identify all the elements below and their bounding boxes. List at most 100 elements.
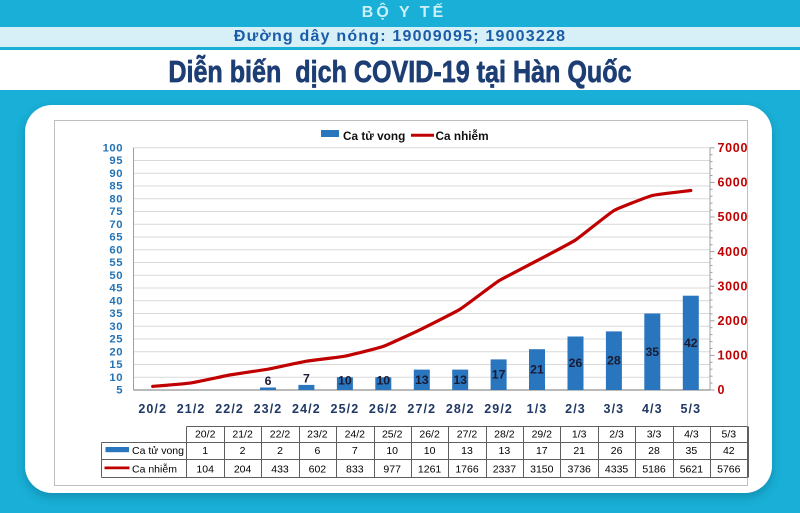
svg-text:5000: 5000 xyxy=(718,210,749,224)
svg-text:100: 100 xyxy=(103,142,123,154)
svg-text:50: 50 xyxy=(109,270,123,282)
svg-text:5/3: 5/3 xyxy=(721,429,736,441)
svg-text:4335: 4335 xyxy=(605,463,629,475)
svg-text:85: 85 xyxy=(109,181,123,193)
svg-text:1000: 1000 xyxy=(718,349,749,363)
svg-text:28/2: 28/2 xyxy=(446,402,475,416)
svg-text:602: 602 xyxy=(309,463,327,475)
svg-text:2/3: 2/3 xyxy=(609,429,624,441)
svg-text:977: 977 xyxy=(383,463,401,475)
svg-text:3150: 3150 xyxy=(530,463,554,475)
svg-text:1: 1 xyxy=(202,445,208,457)
svg-text:10: 10 xyxy=(338,373,352,387)
svg-text:17: 17 xyxy=(536,445,548,457)
svg-text:25: 25 xyxy=(109,334,123,346)
svg-text:7: 7 xyxy=(303,371,310,385)
svg-text:22/2: 22/2 xyxy=(270,429,291,441)
svg-text:7000: 7000 xyxy=(718,141,749,155)
svg-text:90: 90 xyxy=(109,168,123,180)
svg-text:24/2: 24/2 xyxy=(345,429,366,441)
svg-text:27/2: 27/2 xyxy=(407,402,436,416)
svg-text:60: 60 xyxy=(109,244,123,256)
svg-text:26/2: 26/2 xyxy=(369,402,398,416)
svg-text:Ca nhiễm: Ca nhiễm xyxy=(436,129,489,143)
svg-text:13: 13 xyxy=(499,445,511,457)
svg-text:4/3: 4/3 xyxy=(642,402,663,416)
svg-text:Ca tử vong: Ca tử vong xyxy=(343,129,405,143)
svg-text:21/2: 21/2 xyxy=(177,402,206,416)
svg-text:28/2: 28/2 xyxy=(494,429,515,441)
svg-text:204: 204 xyxy=(234,463,252,475)
svg-text:13: 13 xyxy=(453,373,467,387)
svg-text:3/3: 3/3 xyxy=(604,402,625,416)
svg-text:10: 10 xyxy=(109,372,123,384)
svg-text:26: 26 xyxy=(611,445,623,457)
svg-text:104: 104 xyxy=(196,463,214,475)
svg-text:3000: 3000 xyxy=(718,279,749,293)
svg-text:20: 20 xyxy=(109,346,123,358)
svg-text:80: 80 xyxy=(109,193,123,205)
svg-text:17: 17 xyxy=(492,368,506,382)
svg-text:65: 65 xyxy=(109,232,123,244)
svg-text:0: 0 xyxy=(718,383,726,397)
svg-text:20/2: 20/2 xyxy=(138,402,167,416)
svg-text:10: 10 xyxy=(424,445,436,457)
svg-text:21: 21 xyxy=(530,363,544,377)
svg-text:23/2: 23/2 xyxy=(254,402,283,416)
svg-text:21: 21 xyxy=(573,445,585,457)
svg-text:35: 35 xyxy=(109,308,123,320)
svg-text:Ca nhiễm: Ca nhiễm xyxy=(132,462,177,475)
svg-text:42: 42 xyxy=(684,336,698,350)
svg-text:35: 35 xyxy=(686,445,698,457)
svg-text:42: 42 xyxy=(723,445,735,457)
svg-text:10: 10 xyxy=(376,373,390,387)
svg-text:40: 40 xyxy=(109,295,123,307)
svg-text:4000: 4000 xyxy=(718,245,749,259)
svg-text:2337: 2337 xyxy=(493,463,517,475)
svg-text:2: 2 xyxy=(277,445,283,457)
svg-text:3/3: 3/3 xyxy=(647,429,662,441)
svg-text:3736: 3736 xyxy=(568,463,592,475)
svg-text:7: 7 xyxy=(352,445,358,457)
svg-text:29/2: 29/2 xyxy=(484,402,513,416)
svg-text:30: 30 xyxy=(109,321,123,333)
svg-text:6: 6 xyxy=(265,374,272,388)
svg-text:5/3: 5/3 xyxy=(680,402,701,416)
svg-text:25/2: 25/2 xyxy=(382,429,403,441)
svg-text:5186: 5186 xyxy=(642,463,666,475)
svg-text:6000: 6000 xyxy=(718,176,749,190)
svg-text:Ca tử vong: Ca tử vong xyxy=(132,445,184,457)
svg-text:28: 28 xyxy=(607,354,621,368)
svg-text:1766: 1766 xyxy=(455,463,479,475)
svg-text:5766: 5766 xyxy=(717,463,741,475)
svg-text:25/2: 25/2 xyxy=(331,402,360,416)
svg-text:1/3: 1/3 xyxy=(527,402,548,416)
svg-text:26/2: 26/2 xyxy=(419,429,440,441)
svg-text:45: 45 xyxy=(109,283,123,295)
svg-text:35: 35 xyxy=(645,345,659,359)
svg-text:13: 13 xyxy=(415,373,429,387)
svg-text:1261: 1261 xyxy=(418,463,442,475)
svg-text:13: 13 xyxy=(461,445,473,457)
svg-text:5621: 5621 xyxy=(680,463,704,475)
svg-text:28: 28 xyxy=(648,445,660,457)
svg-text:433: 433 xyxy=(271,463,289,475)
svg-text:22/2: 22/2 xyxy=(215,402,244,416)
svg-text:10: 10 xyxy=(386,445,398,457)
svg-text:24/2: 24/2 xyxy=(292,402,321,416)
svg-text:20/2: 20/2 xyxy=(195,429,216,441)
svg-text:1/3: 1/3 xyxy=(572,429,587,441)
svg-text:4/3: 4/3 xyxy=(684,429,699,441)
svg-text:833: 833 xyxy=(346,463,364,475)
svg-text:21/2: 21/2 xyxy=(232,429,253,441)
svg-text:27/2: 27/2 xyxy=(457,429,478,441)
svg-text:23/2: 23/2 xyxy=(307,429,328,441)
svg-text:5: 5 xyxy=(116,385,123,397)
svg-text:2/3: 2/3 xyxy=(565,402,586,416)
svg-text:2000: 2000 xyxy=(718,314,749,328)
svg-text:55: 55 xyxy=(109,257,123,269)
svg-text:75: 75 xyxy=(109,206,123,218)
svg-text:70: 70 xyxy=(109,219,123,231)
svg-text:6: 6 xyxy=(314,445,320,457)
svg-text:26: 26 xyxy=(569,356,583,370)
